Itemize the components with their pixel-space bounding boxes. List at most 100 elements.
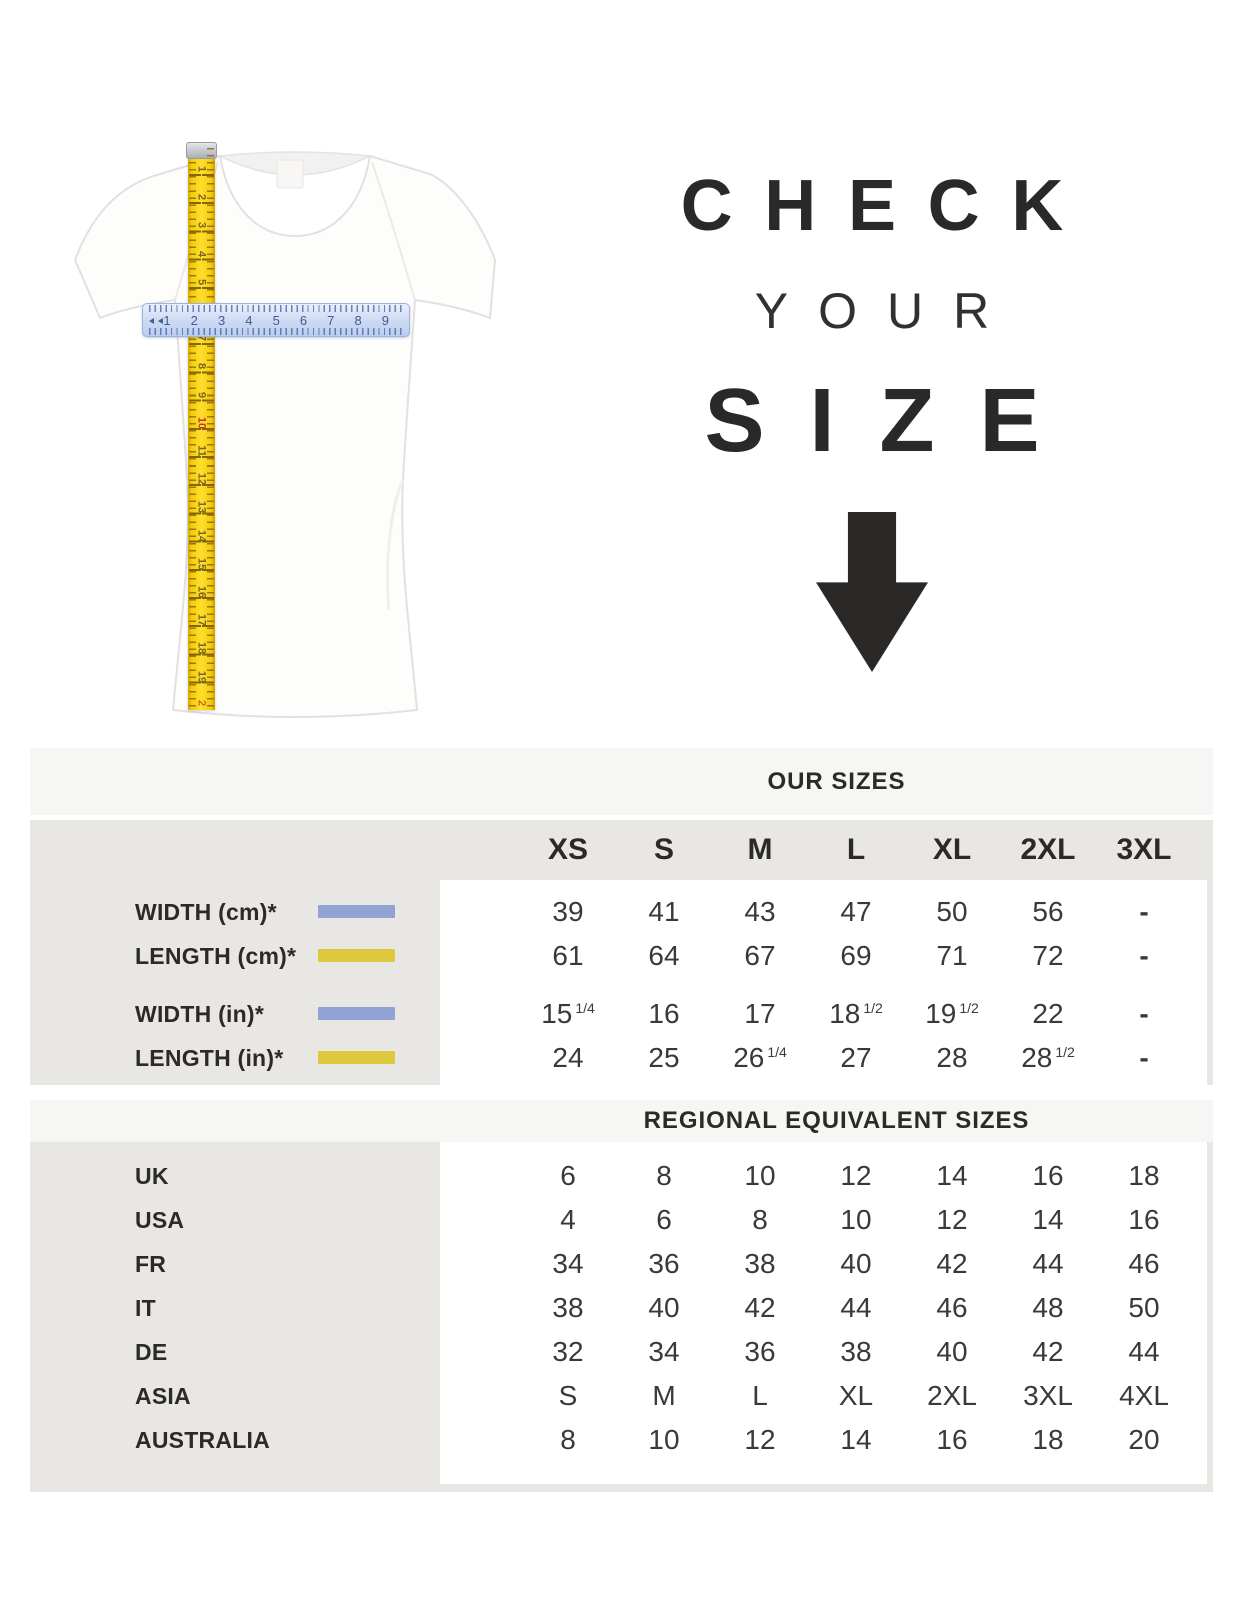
value-fraction: 1/2 xyxy=(959,999,979,1016)
ruler-left-arrow-icon xyxy=(158,318,163,324)
size-value: 41 xyxy=(648,896,680,927)
size-value: 10 xyxy=(840,1204,872,1235)
value-whole: 18 xyxy=(829,998,861,1029)
tape-number: 8 xyxy=(195,363,208,370)
country-label: IT xyxy=(135,1294,156,1321)
size-value: 8 xyxy=(560,1424,576,1455)
size-value: 69 xyxy=(840,940,872,971)
value-fraction: 1/2 xyxy=(863,999,883,1016)
regional-row: USA 4 6 8 10 12 14 16 xyxy=(30,1198,1213,1242)
size-value: 44 xyxy=(1032,1248,1064,1279)
tape-major-ticks-left xyxy=(189,148,201,710)
value-whole: 15 xyxy=(541,998,573,1029)
size-value: 18 xyxy=(1032,1424,1064,1455)
ruler-number: 1 xyxy=(163,313,171,328)
country-label-cell: DE xyxy=(30,1330,520,1374)
size-value: - xyxy=(1139,940,1149,971)
regional-row: DE 32 34 36 38 40 42 44 xyxy=(30,1330,1213,1374)
tape-number: 5 xyxy=(195,278,208,285)
regional-section: UK 6 8 10 12 14 16 18 USA 4 6 8 10 12 14 16 FR 34 36 38 40 42… xyxy=(30,1142,1213,1492)
measurement-row-label: WIDTH (in)* xyxy=(30,992,520,1036)
size-value: M xyxy=(652,1380,676,1411)
size-value: 39 xyxy=(552,896,584,927)
tape-number: 9 xyxy=(195,391,208,398)
size-value: 36 xyxy=(648,1248,680,1279)
size-value: 42 xyxy=(936,1248,968,1279)
tape-number: 15 xyxy=(195,557,208,570)
ruler-number: 6 xyxy=(299,313,308,328)
size-value: 43 xyxy=(744,896,776,927)
size-value: 28 1/2 xyxy=(1000,1042,1096,1074)
size-value: - xyxy=(1139,896,1149,927)
size-value: 36 xyxy=(744,1336,776,1367)
regional-row: UK 6 8 10 12 14 16 18 xyxy=(30,1154,1213,1198)
size-column-header: S xyxy=(653,833,674,866)
country-label: FR xyxy=(135,1250,167,1277)
country-label-cell: UK xyxy=(30,1154,520,1198)
value-fraction: 1/4 xyxy=(767,1043,787,1060)
hero-line-size: SIZE xyxy=(704,371,1085,471)
size-value: 27 xyxy=(840,1042,872,1073)
tape-number: 11 xyxy=(195,445,208,457)
row-label-text: LENGTH (cm)* xyxy=(135,942,297,969)
size-value: 28 xyxy=(936,1042,968,1073)
size-value: 47 xyxy=(840,896,872,927)
regional-rows: UK 6 8 10 12 14 16 18 USA 4 6 8 10 12 14 16 FR 34 36 38 40 42… xyxy=(30,1142,1213,1462)
size-value: 40 xyxy=(840,1248,872,1279)
size-column-header: 3XL xyxy=(1116,833,1172,866)
country-label-cell: USA xyxy=(30,1198,520,1242)
size-value: 20 xyxy=(1128,1424,1160,1455)
blue-horizontal-ruler: 1 2 3 4 5 6 7 8 9 xyxy=(142,303,410,337)
tape-number: 19 xyxy=(195,670,208,683)
tape-number: 4 xyxy=(195,250,208,257)
hero-line-check: CHECK xyxy=(680,166,1096,246)
size-value: 16 xyxy=(936,1424,968,1455)
size-value: 46 xyxy=(1128,1248,1160,1279)
hero-text-block: CHECK YOUR SIZE xyxy=(618,170,1126,672)
tape-number: 2 xyxy=(195,194,208,201)
regional-row: IT 38 40 42 44 46 48 50 xyxy=(30,1286,1213,1330)
size-value: 61 xyxy=(552,940,584,971)
width-color-swatch xyxy=(318,1007,395,1020)
size-column-header: L xyxy=(846,833,866,866)
size-value: 6 xyxy=(656,1204,672,1235)
size-value: XL xyxy=(838,1380,874,1411)
size-value: 8 xyxy=(752,1204,768,1235)
our-sizes-header-text: OUR SIZES xyxy=(767,767,906,795)
size-value: 64 xyxy=(648,940,680,971)
value-whole: 19 xyxy=(925,998,957,1029)
size-value: 19 1/2 xyxy=(904,998,1000,1030)
size-value: 40 xyxy=(936,1336,968,1367)
size-value: 48 xyxy=(1032,1292,1064,1323)
ruler-left-arrow-icon xyxy=(149,318,154,324)
measurement-row: WIDTH (cm)* 39 41 43 47 50 56 - xyxy=(30,890,1213,934)
size-value: 22 xyxy=(1032,998,1064,1029)
our-sizes-header: OUR SIZES xyxy=(30,748,1213,815)
down-arrow-icon xyxy=(816,512,928,672)
row-label-text: LENGTH (in)* xyxy=(135,1044,284,1071)
size-value: 18 xyxy=(1128,1160,1160,1191)
country-label: UK xyxy=(135,1162,169,1189)
regional-header-text: REGIONAL EQUIVALENT SIZES xyxy=(643,1107,1030,1134)
size-value: 40 xyxy=(648,1292,680,1323)
size-value: 10 xyxy=(744,1160,776,1191)
regional-row: FR 34 36 38 40 42 44 46 xyxy=(30,1242,1213,1286)
length-color-swatch xyxy=(318,949,395,962)
size-value: 12 xyxy=(936,1204,968,1235)
size-value: S xyxy=(558,1380,578,1411)
size-value: 8 xyxy=(656,1160,672,1191)
row-label-text: WIDTH (in)* xyxy=(135,1000,264,1027)
size-column-header: XL xyxy=(932,833,972,866)
size-column-header: 2XL xyxy=(1020,833,1076,866)
size-value: 56 xyxy=(1032,896,1064,927)
tape-number: 18 xyxy=(195,642,208,655)
size-value: 10 xyxy=(648,1424,680,1455)
size-value: 67 xyxy=(744,940,776,971)
value-whole: 28 xyxy=(1021,1042,1053,1073)
ruler-number: 2 xyxy=(190,313,198,328)
size-value: 46 xyxy=(936,1292,968,1323)
size-value: 2XL xyxy=(927,1380,977,1411)
country-label: AUSTRALIA xyxy=(135,1426,270,1453)
yellow-measuring-tape: 123456789101112131415161718192 xyxy=(186,142,217,710)
regional-sizes-header: REGIONAL EQUIVALENT SIZES xyxy=(30,1100,1213,1142)
